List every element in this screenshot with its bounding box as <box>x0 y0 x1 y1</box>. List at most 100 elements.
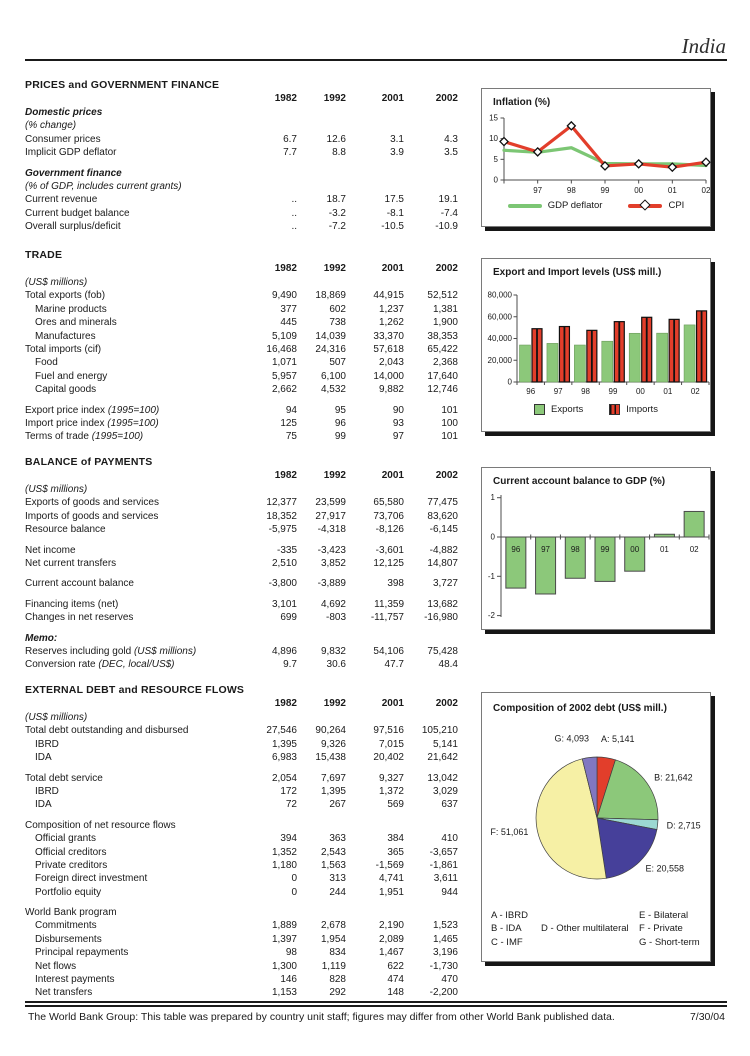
year-header: 2002 <box>435 263 458 274</box>
row-label: Financing items (net) <box>25 598 119 610</box>
value-cell: 637 <box>441 799 458 811</box>
svg-text:99: 99 <box>601 186 610 195</box>
value-cell: 6.7 <box>283 133 297 145</box>
value-cell: 2,368 <box>432 357 458 369</box>
legend-label: Imports <box>626 404 658 415</box>
value-cell: 13,042 <box>427 772 458 784</box>
chart-title: Composition of 2002 debt (US$ mill.) <box>493 703 667 714</box>
value-cell: 3.9 <box>390 147 404 159</box>
svg-text:-2: -2 <box>488 611 496 620</box>
value-cell <box>346 119 404 132</box>
year-header-row: 1982 1992 2001 2002 <box>25 262 458 276</box>
footer-rule <box>25 1001 727 1007</box>
section-prices: PRICES and GOVERNMENT FINANCE 1982 1992 20… <box>25 78 458 234</box>
value-cell <box>245 711 297 724</box>
value-cell: 3,727 <box>432 578 458 590</box>
row-label: (US$ millions) <box>25 712 88 723</box>
row-label: Composition of net resource flows <box>25 819 176 831</box>
table-row: Total debt outstanding and disbursed 27,5… <box>25 724 458 737</box>
value-cell: 17,640 <box>427 370 458 382</box>
row-label: (US$ millions) <box>25 277 88 288</box>
value-cell: 1,523 <box>432 920 458 932</box>
row-label: (% of GDP, includes current grants) <box>25 180 182 192</box>
diamond-marker <box>532 146 543 157</box>
value-cell <box>297 632 346 645</box>
row-label: Imports of goods and services <box>25 510 159 522</box>
value-cell: 12,377 <box>266 497 297 509</box>
table-row: Private creditors 1,180 1,563 -1,569 -1,861 <box>25 859 458 872</box>
legend-diamond-marker <box>639 199 652 211</box>
svg-text:1: 1 <box>491 493 496 502</box>
table-rows: (US$ millions) Total debt outstanding and… <box>25 711 458 1000</box>
value-cell: 94 <box>285 404 297 416</box>
value-cell: 148 <box>387 987 404 999</box>
year-header: 1982 <box>274 698 297 709</box>
row-label: Changes in net reserves <box>25 612 134 624</box>
value-cell: 4,896 <box>271 645 297 657</box>
value-cell: 5,109 <box>271 330 297 342</box>
row-label: Net income <box>25 544 76 556</box>
value-cell: .. <box>291 207 297 219</box>
svg-text:00: 00 <box>630 545 639 554</box>
ca-bar <box>505 536 527 589</box>
debt-composition-chart-box: Composition of 2002 debt (US$ mill.) A: … <box>481 692 711 962</box>
value-cell <box>245 483 297 496</box>
row-label: IDA <box>35 799 52 811</box>
value-cell: 2,662 <box>271 384 297 396</box>
value-cell: 73,706 <box>373 510 404 522</box>
table-row: (% change) <box>25 119 458 132</box>
svg-text:80,000: 80,000 <box>488 291 513 300</box>
svg-text:00: 00 <box>636 387 645 396</box>
row-label: (US$ millions) <box>25 484 88 495</box>
export-bar <box>574 344 586 383</box>
value-cell: -335 <box>276 544 297 556</box>
ca-bar <box>535 536 557 595</box>
row-gap <box>25 765 458 772</box>
value-cell: 1,951 <box>378 886 404 898</box>
svg-text:0: 0 <box>508 378 513 387</box>
value-cell <box>245 106 297 119</box>
value-cell: 99 <box>334 431 346 443</box>
value-cell: 44,915 <box>373 290 404 302</box>
value-cell <box>404 632 458 645</box>
row-label: Current account balance <box>25 578 134 590</box>
ca-bar <box>564 536 586 579</box>
svg-text:G: 4,093: G: 4,093 <box>554 734 589 744</box>
svg-text:02: 02 <box>690 545 699 554</box>
row-label: Interest payments <box>35 974 115 986</box>
row-label: Net current transfers <box>25 557 117 569</box>
table-row: Terms of trade (1995=100) 75 99 97 101 <box>25 430 458 443</box>
value-cell: 96 <box>334 417 346 429</box>
year-header-spacer <box>25 697 245 711</box>
year-header-row: 1982 1992 2001 2002 <box>25 469 458 483</box>
row-label: Current revenue <box>25 194 98 206</box>
year-header-row: 1982 1992 2001 2002 <box>25 697 458 711</box>
pie-legend-entry: B - IDA <box>491 923 522 935</box>
value-cell <box>245 819 297 832</box>
table-row: Exports of goods and services 12,377 23,59… <box>25 496 458 509</box>
section-trade: TRADE 1982 1992 2001 2002 (US$ millions) Tot… <box>25 248 458 444</box>
table-row: Principal repayments 98 834 1,467 3,196 <box>25 946 458 959</box>
svg-text:20,000: 20,000 <box>488 356 513 365</box>
table-row: Official creditors 1,352 2,543 365 -3,657 <box>25 846 458 859</box>
value-cell: 90,264 <box>315 725 346 737</box>
svg-text:98: 98 <box>581 387 590 396</box>
legend-line-sample <box>628 199 663 211</box>
value-cell: -1,730 <box>429 960 458 972</box>
value-cell: 54,106 <box>373 645 404 657</box>
value-cell: 105,210 <box>421 725 458 737</box>
value-cell: 394 <box>280 833 297 845</box>
row-label: Ores and minerals <box>35 317 117 329</box>
row-gap <box>25 591 458 598</box>
value-cell: -4,318 <box>317 524 346 536</box>
value-cell: 83,620 <box>427 510 458 522</box>
value-cell: -4,882 <box>429 544 458 556</box>
value-cell: 828 <box>329 974 346 986</box>
row-gap <box>25 812 458 819</box>
value-cell <box>297 483 346 496</box>
row-label: IBRD <box>35 738 59 750</box>
svg-text:97: 97 <box>533 186 542 195</box>
row-label: Terms of trade (1995=100) <box>25 431 144 443</box>
value-cell: 3,029 <box>432 785 458 797</box>
value-cell: 7.7 <box>283 147 297 159</box>
